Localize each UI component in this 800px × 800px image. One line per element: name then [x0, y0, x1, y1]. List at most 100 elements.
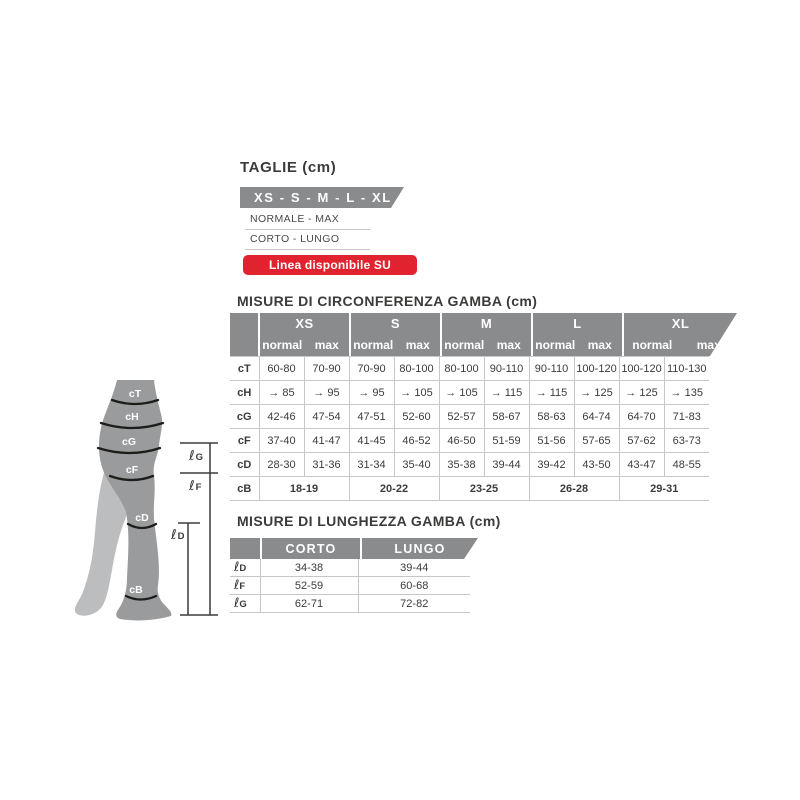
circ-cell-span: 23-25 [438, 476, 529, 501]
circ-cell: 51-59 [483, 428, 529, 453]
circ-cell: 42-46 [258, 404, 304, 429]
band-arc-cd [126, 522, 158, 530]
circ-cell: 35-40 [393, 452, 439, 477]
band-arc-cg [96, 446, 162, 455]
circ-cell: → 125 [573, 380, 619, 405]
len-header-corto: CORTO [262, 538, 360, 559]
circ-subheader-max: max [405, 338, 430, 352]
circ-row-cF: cF 37-40 41-47 41-45 46-52 46-50 51-59 51-56 57-… [230, 428, 709, 453]
circ-cell-span: 20-22 [348, 476, 439, 501]
front-leg-silhouette [98, 380, 172, 621]
circ-row-cT: cT 60-80 70-90 70-90 80-100 80-100 90-110 90-11… [230, 356, 709, 381]
leg-diagram: cT cH cG cF cD cB ℓG ℓF ℓD [74, 380, 218, 621]
circ-header-stub [230, 313, 258, 356]
circ-cell: 100-120 [573, 356, 619, 381]
circ-subheader-normal: normal [535, 338, 576, 352]
ell-symbol: ℓ [234, 560, 240, 575]
circ-cell: 41-47 [303, 428, 349, 453]
len-cell: 60-68 [357, 576, 470, 595]
circ-cell: 64-74 [573, 404, 619, 429]
circ-subheader-normal: normal [262, 338, 303, 352]
len-row-label: ℓF [230, 576, 260, 595]
len-cell: 52-59 [259, 576, 358, 595]
ell-letter: D [239, 563, 247, 574]
circ-cell: 47-51 [348, 404, 394, 429]
circ-cell: 100-120 [618, 356, 664, 381]
band-label-cg: cG [122, 436, 136, 448]
band-label-ct: cT [129, 388, 142, 400]
circ-subheader-normal: normal [444, 338, 485, 352]
band-arc-cf [108, 474, 155, 482]
circ-cell: → 95 [303, 380, 349, 405]
circ-cell: → 115 [528, 380, 574, 405]
circ-cell: 64-70 [618, 404, 664, 429]
circ-cell: 90-110 [528, 356, 574, 381]
circ-subheader-normal: normal [632, 338, 673, 352]
circ-cell: 90-110 [483, 356, 529, 381]
len-row-d: ℓD 34-38 39-44 [230, 559, 470, 577]
circ-subheader-max: max [587, 338, 612, 352]
circ-row-label: cH [230, 380, 259, 405]
circ-cell: 31-34 [348, 452, 394, 477]
band-arc-ct [110, 398, 160, 406]
ell-letter: F [239, 581, 246, 592]
circumference-table: cT 60-80 70-90 70-90 80-100 80-100 90-110 90-11… [230, 356, 709, 501]
option-normale-max: NORMALE - MAX [245, 213, 370, 230]
circ-header-group-xs: XS normal max [260, 313, 349, 356]
circ-cell: 70-90 [303, 356, 349, 381]
len-table-body: ℓD 34-38 39-44 ℓF 52-59 60-68 ℓG 62-71 72-82 [230, 559, 470, 613]
length-table-header: CORTO LUNGO [230, 538, 478, 559]
circ-row-label: cG [230, 404, 259, 429]
len-cell: 39-44 [357, 559, 470, 577]
length-label-ld: ℓD [170, 527, 185, 543]
len-row-f: ℓF 52-59 60-68 [230, 576, 470, 595]
circ-cell: 43-47 [618, 452, 664, 477]
circ-cell: 71-83 [663, 404, 709, 429]
circ-row-cH: cH → 85 → 95 → 95 → 105 → 105 → 115 → 115 → 125 →… [230, 380, 709, 405]
length-label-lg: ℓG [188, 448, 203, 464]
len-cell: 72-82 [357, 594, 470, 613]
circ-size-label: S [390, 316, 401, 331]
circ-subheader-max: max [696, 338, 721, 352]
back-leg-silhouette [74, 460, 128, 616]
circ-subheader-row: normal max [351, 334, 440, 356]
sizes-banner: XS - S - M - L - XL [240, 187, 404, 208]
circ-cell: 60-80 [258, 356, 304, 381]
ell-letter: G [239, 599, 247, 610]
circ-cell: 58-67 [483, 404, 529, 429]
circ-cell: 43-50 [573, 452, 619, 477]
circ-row-label: cF [230, 428, 259, 453]
circ-cell: 35-38 [438, 452, 484, 477]
length-label-lf: ℓF [188, 478, 202, 494]
circ-cell-span: 18-19 [258, 476, 349, 501]
circ-header-group-xl: XL normal max [624, 313, 737, 356]
circ-subheader-row: normal max [624, 334, 737, 356]
len-header-stub [230, 538, 260, 559]
circ-cell: 48-55 [663, 452, 709, 477]
circ-cell: → 135 [663, 380, 709, 405]
su-misura-badge: Linea disponibile SU MISURA [243, 255, 417, 292]
circ-cell: 47-54 [303, 404, 349, 429]
circ-cell: 80-100 [438, 356, 484, 381]
len-row-label: ℓG [230, 594, 260, 613]
circ-cell: 52-60 [393, 404, 439, 429]
taglie-title: TAGLIE (cm) [240, 159, 337, 176]
circ-subheader-row: normal max [533, 334, 622, 356]
circ-row-cD: cD 28-30 31-36 31-34 35-40 35-38 39-44 39-42 43-… [230, 452, 709, 477]
band-label-ch: cH [125, 411, 138, 423]
circ-size-label: XS [295, 316, 314, 331]
circ-cell: 37-40 [258, 428, 304, 453]
ell-symbol: ℓ [234, 578, 240, 593]
circ-cell: 52-57 [438, 404, 484, 429]
circ-subheader-normal: normal [353, 338, 394, 352]
circ-cell-span: 29-31 [618, 476, 709, 501]
circ-cell: 57-65 [573, 428, 619, 453]
band-arc-cb [124, 594, 158, 601]
circ-cell: 80-100 [393, 356, 439, 381]
len-cell: 34-38 [259, 559, 358, 577]
ell-symbol: ℓ [234, 596, 240, 611]
circ-cell: 51-56 [528, 428, 574, 453]
circumference-table-title: MISURE DI CIRCONFERENZA GAMBA (cm) [237, 293, 538, 309]
circ-size-label: XL [671, 316, 690, 331]
